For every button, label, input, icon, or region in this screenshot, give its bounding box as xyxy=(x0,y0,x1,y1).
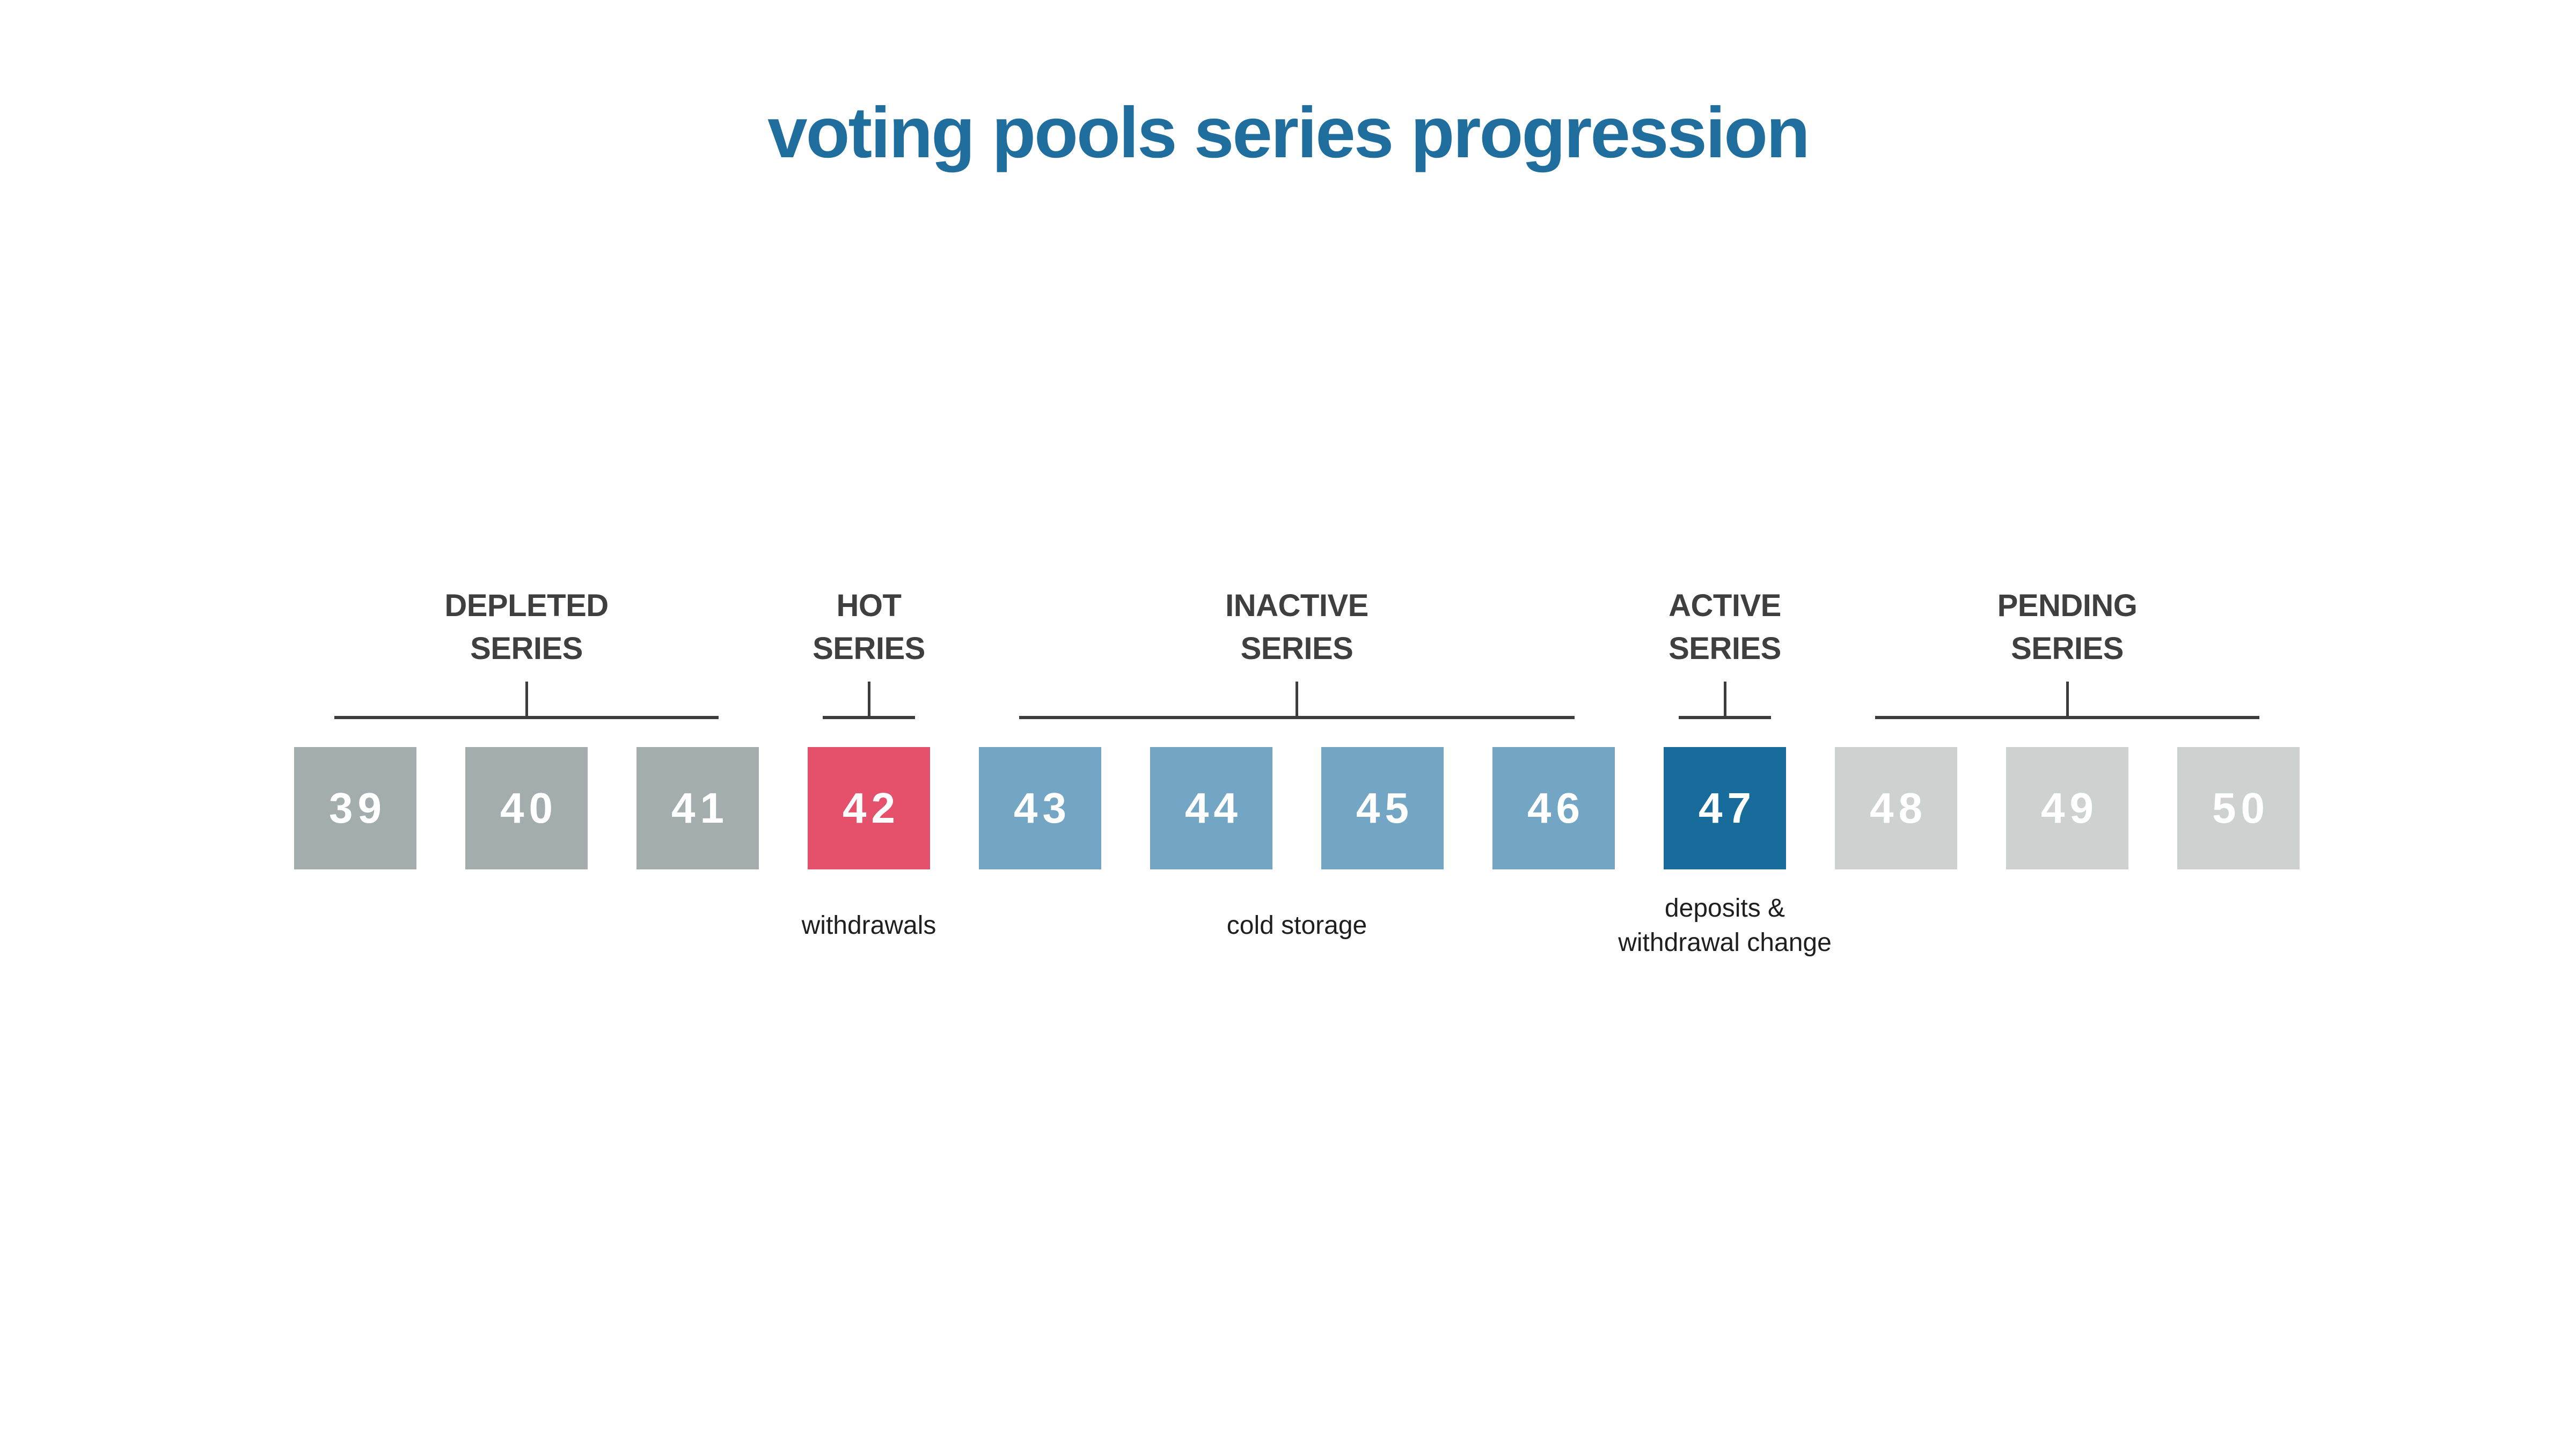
group-label-pending: PENDING SERIES xyxy=(1997,584,2138,670)
group-label-depleted: DEPLETED SERIES xyxy=(444,584,609,670)
sublabel-inactive: cold storage xyxy=(1227,888,1367,963)
group-label-line: ACTIVE xyxy=(1668,588,1781,623)
sublabel-line: withdrawal change xyxy=(1618,928,1832,957)
sublabel-hot: withdrawals xyxy=(802,888,936,963)
group-label-line: HOT xyxy=(836,588,902,623)
group-label-line: PENDING xyxy=(1997,588,2138,623)
bracket-rule-inactive xyxy=(1019,716,1575,719)
group-label-line: DEPLETED xyxy=(444,588,609,623)
series-box-39: 39 xyxy=(294,747,416,869)
series-box-46: 46 xyxy=(1492,747,1615,869)
series-box-47: 47 xyxy=(1664,747,1786,869)
group-label-line: INACTIVE xyxy=(1225,588,1368,623)
bracket-tick-inactive xyxy=(1296,682,1298,716)
series-box-50: 50 xyxy=(2177,747,2300,869)
group-label-line: SERIES xyxy=(1668,631,1781,666)
page-title: voting pools series progression xyxy=(767,93,1810,173)
group-label-hot: HOT SERIES xyxy=(813,584,925,670)
series-box-44: 44 xyxy=(1150,747,1272,869)
series-box-49: 49 xyxy=(2006,747,2128,869)
bracket-rule-pending xyxy=(1875,716,2259,719)
bracket-tick-hot xyxy=(867,682,870,716)
series-box-48: 48 xyxy=(1835,747,1957,869)
series-box-41: 41 xyxy=(636,747,759,869)
group-label-line: SERIES xyxy=(813,631,925,666)
bracket-tick-active xyxy=(1723,682,1726,716)
series-box-42: 42 xyxy=(808,747,930,869)
bracket-rule-depleted xyxy=(334,716,719,719)
series-box-40: 40 xyxy=(465,747,588,869)
group-label-active: ACTIVE SERIES xyxy=(1668,584,1781,670)
sublabel-line: withdrawals xyxy=(801,911,936,940)
bracket-tick-pending xyxy=(2066,682,2069,716)
bracket-tick-depleted xyxy=(525,682,528,716)
sublabel-line: deposits & xyxy=(1664,894,1785,923)
bracket-rule-active xyxy=(1679,716,1771,719)
bracket-rule-hot xyxy=(823,716,915,719)
sublabel-line: cold storage xyxy=(1226,911,1367,940)
group-label-line: SERIES xyxy=(2011,631,2124,666)
series-box-45: 45 xyxy=(1321,747,1444,869)
sublabel-active: deposits & withdrawal change xyxy=(1618,888,1832,963)
group-label-line: SERIES xyxy=(470,631,583,666)
series-box-43: 43 xyxy=(979,747,1101,869)
group-label-inactive: INACTIVE SERIES xyxy=(1225,584,1368,670)
group-label-line: SERIES xyxy=(1240,631,1353,666)
